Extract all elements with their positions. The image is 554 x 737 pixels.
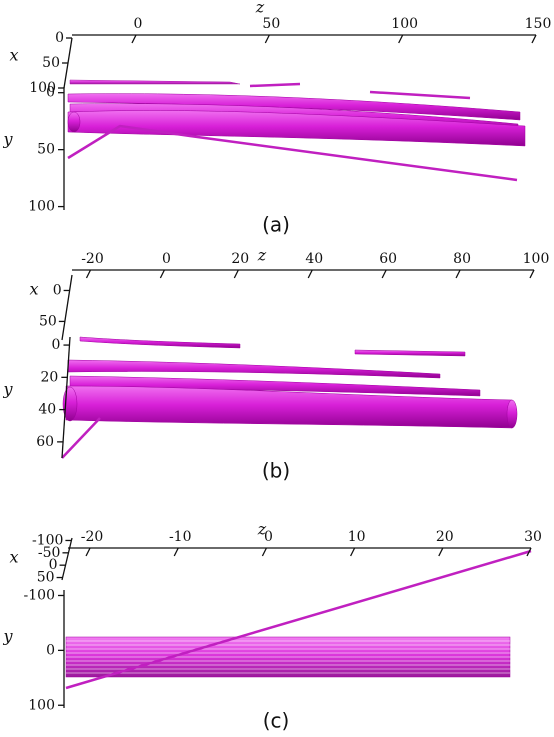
z-axis-label: z [257, 246, 267, 265]
z-tick [350, 547, 356, 557]
z-tick [173, 547, 179, 557]
x-axis-label: x [9, 46, 18, 65]
z-tick [307, 269, 313, 279]
z-tick [438, 547, 444, 557]
z-tick [131, 34, 137, 44]
y-tick-label: 50 [37, 142, 55, 158]
z-tick [526, 547, 532, 557]
y-tick-label: 0 [46, 642, 55, 658]
z-tick-label: 100 [391, 16, 418, 32]
x-axis-label: x [9, 548, 18, 567]
z-tick-label: -20 [81, 529, 104, 545]
x-tick-label: 50 [39, 313, 57, 329]
y-tick-label: 60 [36, 434, 54, 450]
panel-caption: (b) [262, 459, 290, 483]
z-tick-label: -20 [81, 251, 104, 267]
z-tick [159, 269, 165, 279]
y-axis-label: y [2, 130, 13, 149]
y-axis [61, 336, 71, 459]
z-tick-label: 50 [262, 16, 280, 32]
x-axis-label: x [29, 280, 38, 299]
z-tick [85, 547, 91, 557]
z-tick [398, 34, 404, 44]
z-tick [531, 34, 537, 44]
y-axis-label: y [2, 627, 13, 646]
x-tick-label: 0 [55, 30, 64, 46]
z-tick-label: 0 [162, 251, 171, 267]
y-tick-label: 40 [38, 402, 56, 418]
x-tick-label: 100 [29, 80, 56, 96]
z-axis-label: z [257, 520, 267, 539]
z-tick-label: 40 [305, 251, 323, 267]
z-tick-label: 80 [453, 251, 471, 267]
x-tick-label: 0 [53, 282, 62, 298]
isosurface-a [67, 79, 526, 182]
z-tick-label: 0 [134, 16, 143, 32]
z-tick-label: 100 [523, 251, 550, 267]
y-tick-label: 0 [52, 337, 61, 353]
y-tick-label: 100 [28, 199, 55, 215]
z-axis-label: z [255, 0, 265, 17]
panel-caption: (c) [263, 709, 290, 733]
x-tick-label: 50 [37, 570, 55, 586]
z-tick [455, 269, 461, 279]
z-tick [85, 269, 92, 279]
y-tick-label: 0 [46, 85, 55, 101]
z-tick-label: 0 [264, 529, 273, 545]
y-tick-label: 100 [28, 697, 55, 713]
z-tick [381, 269, 387, 279]
isosurface-c [65, 549, 532, 690]
z-tick [233, 269, 239, 279]
panel-caption: (a) [262, 213, 290, 237]
x-axis [61, 274, 73, 341]
z-tick-label: 10 [348, 529, 366, 545]
z-tick-label: 20 [436, 529, 454, 545]
z-tick [529, 269, 535, 279]
x-tick-label: -100 [32, 532, 63, 548]
x-axis [61, 537, 73, 581]
y-tick-label: 20 [41, 369, 59, 385]
z-tick-label: 60 [379, 251, 397, 267]
x-tick-label: 0 [49, 557, 58, 573]
z-tick [261, 547, 268, 557]
z-tick-label: -10 [169, 529, 192, 545]
x-tick-label: -50 [38, 545, 61, 561]
y-axis-label: y [2, 380, 13, 399]
isosurface-b [61, 336, 518, 459]
x-tick-label: 50 [42, 55, 60, 71]
z-tick-label: 150 [525, 16, 552, 32]
y-tick-label: -100 [24, 587, 55, 603]
z-tick-label: 20 [231, 251, 249, 267]
z-tick-label: 30 [524, 529, 542, 545]
z-tick [264, 34, 270, 44]
